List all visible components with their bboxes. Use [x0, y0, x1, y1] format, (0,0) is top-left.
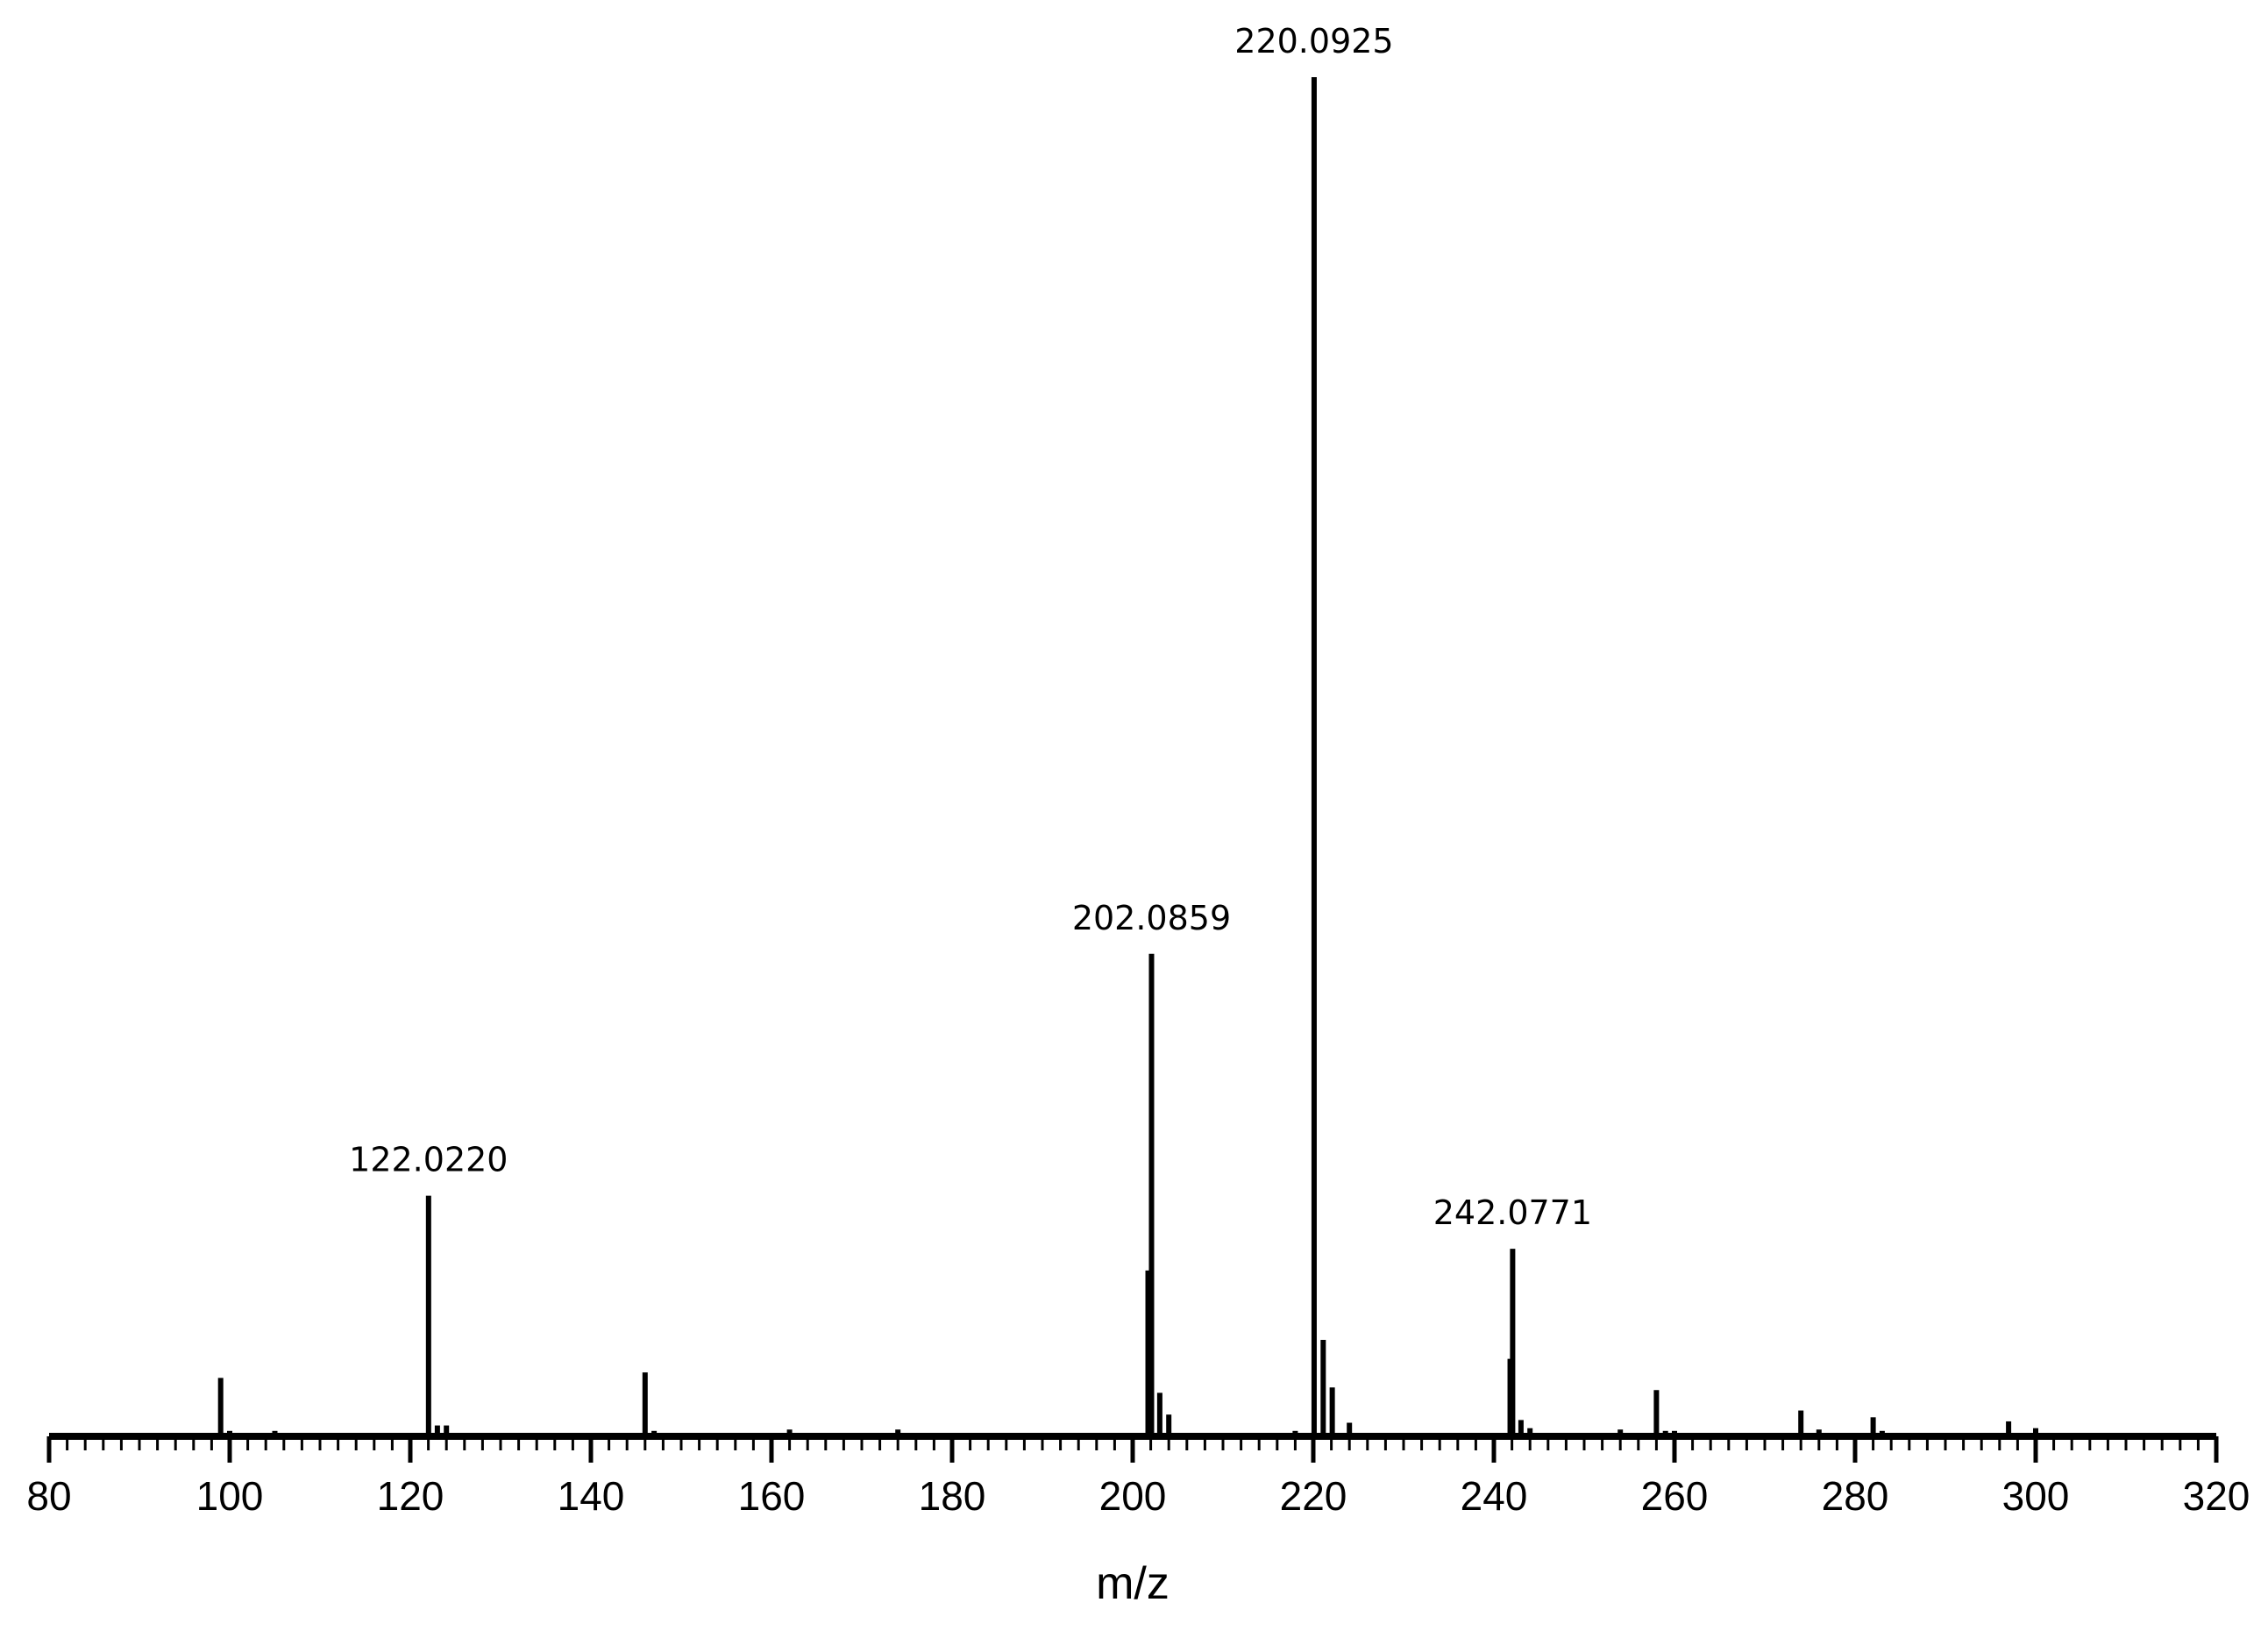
x-tick-label: 280	[1822, 1473, 1889, 1519]
x-tick-label: 140	[558, 1473, 625, 1519]
x-tick-label: 300	[2002, 1473, 2070, 1519]
x-tick-label: 100	[196, 1473, 264, 1519]
peak-annotations: 122.0220 202.0859 220.0925 242.0771	[349, 22, 1592, 1232]
x-tick-label: 80	[26, 1473, 71, 1519]
peak-annotation-label: 202.0859	[1072, 899, 1231, 937]
x-tick-label: 160	[738, 1473, 806, 1519]
peaks-layer	[217, 77, 2038, 1436]
x-tick-label: 200	[1099, 1473, 1167, 1519]
x-tick-label: 120	[377, 1473, 444, 1519]
x-tick-label: 240	[1461, 1473, 1528, 1519]
peak-annotation-label: 220.0925	[1234, 22, 1393, 61]
peak-annotation-label: 122.0220	[349, 1141, 508, 1179]
peak-annotation-label: 242.0771	[1433, 1193, 1592, 1232]
x-tick-label: 260	[1641, 1473, 1709, 1519]
x-tick-label: 180	[919, 1473, 986, 1519]
x-axis-title: m/z	[1096, 1558, 1170, 1609]
x-axis: 80 100 120 140 160 180 200 220 240 260 280 300 320	[26, 1433, 2250, 1519]
x-tick-label: 220	[1280, 1473, 1347, 1519]
x-tick-label: 320	[2183, 1473, 2250, 1519]
